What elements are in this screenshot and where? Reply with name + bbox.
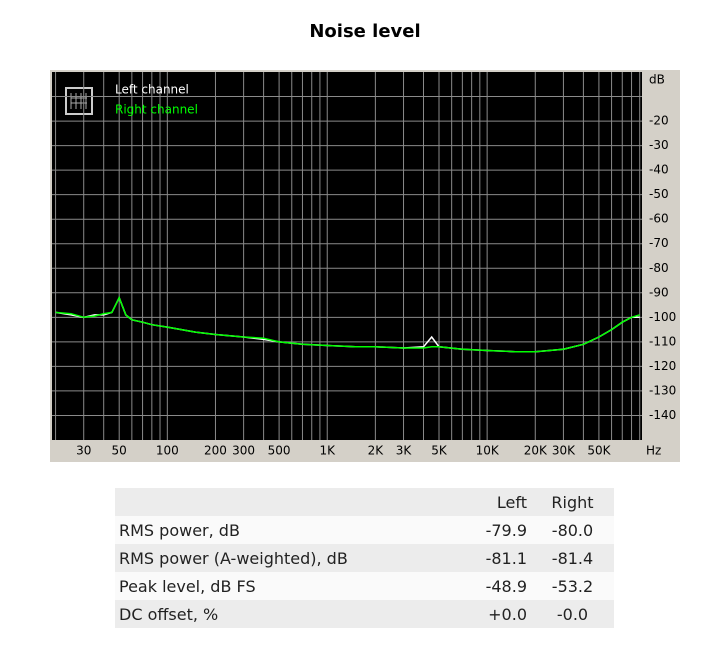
series-line xyxy=(55,295,640,353)
x-tick-label: 50K xyxy=(587,444,611,458)
y-tick-label: -90 xyxy=(649,285,669,299)
chart: Noise level dB Hz 30 50 100 200 300 500 1K 2K 3K… xyxy=(50,21,680,462)
x-tick-label: 10K xyxy=(476,444,500,458)
value-cell: -53.2 xyxy=(551,576,594,596)
y-tick-label: -70 xyxy=(649,236,669,250)
header-cell: Right xyxy=(551,492,594,512)
chart-title: Noise level xyxy=(309,21,420,42)
row-label: RMS power (A-weighted), dB xyxy=(119,548,348,568)
table-row: RMS power, dB -79.9 -80.0 xyxy=(115,516,614,544)
legend-icon xyxy=(65,87,93,115)
y-tick-label: -60 xyxy=(649,212,669,226)
y-tick-label: -30 xyxy=(649,138,669,152)
x-tick-label: 5K xyxy=(431,444,448,458)
table-row: DC offset, % +0.0 -0.0 xyxy=(115,600,614,628)
value-cell: -81.1 xyxy=(485,548,527,568)
y-tick-label: -50 xyxy=(649,187,669,201)
legend-label: Left channel xyxy=(115,83,189,97)
row-label: Peak level, dB FS xyxy=(119,576,256,596)
header-cell xyxy=(115,488,453,516)
x-tick-label: 500 xyxy=(268,444,291,458)
y-tick-label: -40 xyxy=(649,163,669,177)
x-tick-label: 100 xyxy=(156,444,179,458)
results-table: Left Right RMS power, dB -79.9 -80.0 RMS powe… xyxy=(115,488,614,628)
row-label: DC offset, % xyxy=(119,604,219,624)
value-cell: -79.9 xyxy=(485,520,527,540)
x-tick-label: 3K xyxy=(396,444,413,458)
x-tick-label: 50 xyxy=(112,444,127,458)
table-row: Peak level, dB FS -48.9 -53.2 xyxy=(115,572,614,600)
y-tick-label: -110 xyxy=(649,334,676,348)
x-axis-label: Hz xyxy=(646,444,661,458)
plot-area xyxy=(52,72,642,440)
x-tick-label: 30 xyxy=(76,444,91,458)
y-axis-label: dB xyxy=(649,73,665,87)
x-tick-label: 300 xyxy=(232,444,255,458)
value-cell: +0.0 xyxy=(488,604,527,624)
table-row: RMS power (A-weighted), dB -81.1 -81.4 xyxy=(115,544,614,572)
value-cell: -81.4 xyxy=(551,548,594,568)
y-tick-label: -120 xyxy=(649,359,676,373)
x-tick-label: 2K xyxy=(368,444,385,458)
x-tick-label: 200 xyxy=(204,444,227,458)
table-header-row: Left Right xyxy=(115,488,614,516)
value-cell: -48.9 xyxy=(485,576,527,596)
y-tick-label: -100 xyxy=(649,310,676,324)
y-tick-label: -80 xyxy=(649,261,669,275)
x-tick-label: 30K xyxy=(552,444,576,458)
header-cell: Left xyxy=(496,492,527,512)
y-tick-label: -130 xyxy=(649,383,676,397)
x-tick-label: 20K xyxy=(524,444,548,458)
x-tick-label: 1K xyxy=(319,444,336,458)
y-tick-label: -140 xyxy=(649,408,676,422)
value-cell: -80.0 xyxy=(551,520,594,540)
row-label: RMS power, dB xyxy=(119,520,240,540)
value-cell: -0.0 xyxy=(556,604,589,624)
legend-label: Right channel xyxy=(115,103,198,117)
y-tick-label: -20 xyxy=(649,114,669,128)
